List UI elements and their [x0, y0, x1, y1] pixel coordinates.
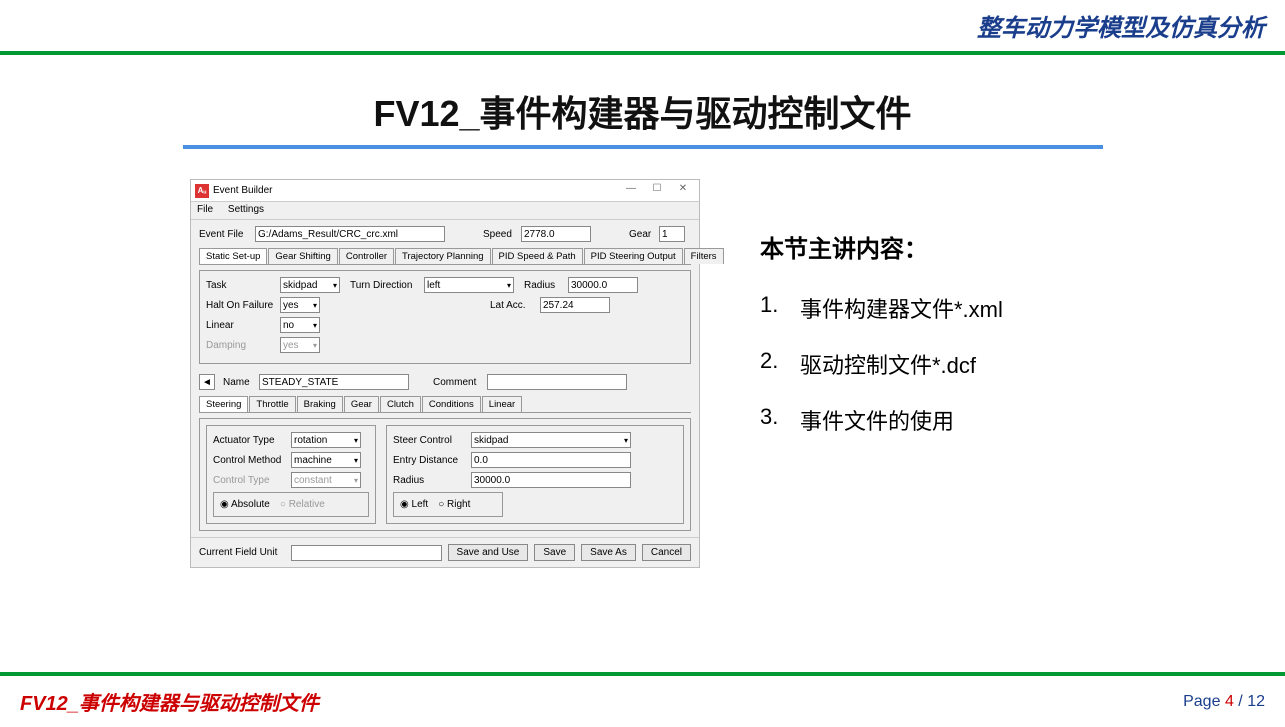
turn-direction-dropdown[interactable]: left — [424, 277, 514, 293]
gear-label: Gear — [629, 229, 655, 240]
sub-tabs: Steering Throttle Braking Gear Clutch Co… — [199, 396, 691, 413]
latacc-field[interactable]: 257.24 — [540, 297, 610, 313]
tab-filters[interactable]: Filters — [684, 248, 724, 264]
actuator-subpanel: Actuator Type rotation Control Method ma… — [206, 425, 376, 524]
speed-field[interactable]: 2778.0 — [521, 226, 591, 242]
control-type-label: Control Type — [213, 475, 287, 486]
save-and-use-button[interactable]: Save and Use — [448, 544, 529, 561]
steering-panel: Actuator Type rotation Control Method ma… — [199, 418, 691, 531]
subtab-conditions[interactable]: Conditions — [422, 396, 481, 412]
event-file-label: Event File — [199, 229, 251, 240]
control-method-dropdown[interactable]: machine — [291, 452, 361, 468]
subtab-linear[interactable]: Linear — [482, 396, 522, 412]
subtab-clutch[interactable]: Clutch — [380, 396, 421, 412]
subtab-steering[interactable]: Steering — [199, 396, 248, 412]
damping-label: Damping — [206, 340, 276, 351]
content-outline: 本节主讲内容： 1.事件构建器文件*.xml 2.驱动控制文件*.dcf 3.事… — [760, 179, 1245, 568]
left-radio[interactable]: Left — [400, 499, 428, 510]
minimize-button[interactable]: — — [619, 183, 643, 199]
list-item: 3.事件文件的使用 — [760, 404, 1245, 436]
save-as-button[interactable]: Save As — [581, 544, 636, 561]
name-field[interactable]: STEADY_STATE — [259, 374, 409, 390]
nav-prev-button[interactable]: ◄ — [199, 374, 215, 390]
section-heading: 本节主讲内容： — [760, 229, 1245, 264]
steer-control-dropdown[interactable]: skidpad — [471, 432, 631, 448]
slide-title: FV12_事件构建器与驱动控制文件 — [40, 85, 1245, 137]
steer-subpanel: Steer Control skidpad Entry Distance 0.0… — [386, 425, 684, 524]
static-setup-panel: Task skidpad Turn Direction left Radius … — [199, 270, 691, 364]
cancel-button[interactable]: Cancel — [642, 544, 691, 561]
left-right-group: Left Right — [393, 492, 503, 517]
menu-bar: File Settings — [191, 202, 699, 220]
task-label: Task — [206, 280, 276, 291]
turn-direction-label: Turn Direction — [350, 280, 420, 291]
window-buttons: — ☐ ✕ — [619, 183, 695, 199]
save-button[interactable]: Save — [534, 544, 575, 561]
name-label: Name — [223, 377, 255, 388]
speed-label: Speed — [483, 229, 517, 240]
event-file-field[interactable]: G:/Adams_Result/CRC_crc.xml — [255, 226, 445, 242]
dialog-footer: Current Field Unit Save and Use Save Sav… — [191, 537, 699, 567]
task-dropdown[interactable]: skidpad — [280, 277, 340, 293]
relative-radio: Relative — [280, 499, 325, 510]
entry-distance-field[interactable]: 0.0 — [471, 452, 631, 468]
tab-trajectory[interactable]: Trajectory Planning — [395, 248, 491, 264]
halt-dropdown[interactable]: yes — [280, 297, 320, 313]
title-underline — [183, 145, 1103, 149]
dialog-title: Event Builder — [213, 185, 619, 196]
current-field-unit[interactable] — [291, 545, 442, 561]
tab-controller[interactable]: Controller — [339, 248, 394, 264]
dialog-titlebar: Aᵤ Event Builder — ☐ ✕ — [191, 180, 699, 202]
close-button[interactable]: ✕ — [671, 183, 695, 199]
maximize-button[interactable]: ☐ — [645, 183, 669, 199]
subtab-braking[interactable]: Braking — [297, 396, 343, 412]
event-builder-dialog: Aᵤ Event Builder — ☐ ✕ File Settings Eve… — [190, 179, 700, 568]
absolute-radio[interactable]: Absolute — [220, 499, 270, 510]
right-radio[interactable]: Right — [438, 499, 470, 510]
radius-label: Radius — [524, 280, 564, 291]
latacc-label: Lat Acc. — [490, 300, 536, 311]
menu-file[interactable]: File — [197, 204, 213, 215]
control-type-dropdown: constant — [291, 472, 361, 488]
comment-label: Comment — [433, 377, 483, 388]
steer-control-label: Steer Control — [393, 435, 467, 446]
main-content: FV12_事件构建器与驱动控制文件 Aᵤ Event Builder — ☐ ✕… — [0, 55, 1285, 670]
tab-gear-shifting[interactable]: Gear Shifting — [268, 248, 337, 264]
radius2-field[interactable]: 30000.0 — [471, 472, 631, 488]
header-title: 整车动力学模型及仿真分析 — [977, 8, 1265, 43]
content-list: 1.事件构建器文件*.xml 2.驱动控制文件*.dcf 3.事件文件的使用 — [760, 292, 1245, 436]
tab-static-setup[interactable]: Static Set-up — [199, 248, 267, 264]
actuator-type-dropdown[interactable]: rotation — [291, 432, 361, 448]
list-item: 2.驱动控制文件*.dcf — [760, 348, 1245, 380]
gear-field[interactable]: 1 — [659, 226, 685, 242]
linear-label: Linear — [206, 320, 276, 331]
halt-label: Halt On Failure — [206, 300, 276, 311]
entry-distance-label: Entry Distance — [393, 455, 467, 466]
list-item: 1.事件构建器文件*.xml — [760, 292, 1245, 324]
comment-field[interactable] — [487, 374, 627, 390]
subtab-throttle[interactable]: Throttle — [249, 396, 295, 412]
current-field-label: Current Field Unit — [199, 547, 285, 558]
damping-dropdown: yes — [280, 337, 320, 353]
main-tabs: Static Set-up Gear Shifting Controller T… — [199, 248, 691, 265]
tab-pid-speed[interactable]: PID Speed & Path — [492, 248, 583, 264]
control-method-label: Control Method — [213, 455, 287, 466]
abs-rel-group: Absolute Relative — [213, 492, 369, 517]
menu-settings[interactable]: Settings — [228, 204, 264, 215]
linear-dropdown[interactable]: no — [280, 317, 320, 333]
radius2-label: Radius — [393, 475, 467, 486]
page-number: Page 4 / 12 — [1183, 693, 1265, 711]
tab-pid-steering[interactable]: PID Steering Output — [584, 248, 683, 264]
body-row: Aᵤ Event Builder — ☐ ✕ File Settings Eve… — [40, 179, 1245, 568]
app-icon: Aᵤ — [195, 184, 209, 198]
actuator-type-label: Actuator Type — [213, 435, 287, 446]
slide-footer: FV12_事件构建器与驱动控制文件 Page 4 / 12 — [0, 672, 1285, 727]
radius-field[interactable]: 30000.0 — [568, 277, 638, 293]
footer-title: FV12_事件构建器与驱动控制文件 — [20, 687, 319, 716]
slide-header: 整车动力学模型及仿真分析 — [0, 0, 1285, 55]
subtab-gear[interactable]: Gear — [344, 396, 379, 412]
